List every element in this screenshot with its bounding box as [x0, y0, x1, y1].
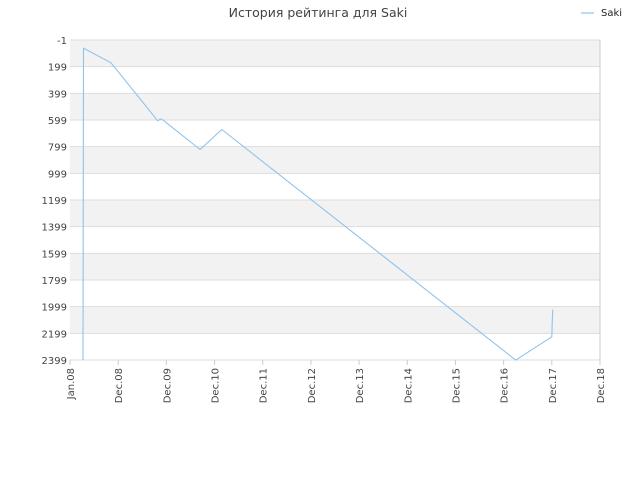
grid-band [70, 306, 600, 334]
x-tick-label: Dec.15 [451, 368, 462, 403]
y-tick-label: 2399 [42, 356, 67, 367]
y-tick-label: -1 [57, 36, 67, 47]
grid-bands [70, 40, 600, 334]
chart-title: История рейтинга для Saki [229, 5, 408, 20]
grid-lines [70, 39, 601, 361]
y-tick-label: 2199 [42, 329, 67, 340]
series-line-saki [82, 47, 554, 361]
grid-band [70, 200, 600, 227]
grid-band [70, 40, 600, 67]
x-tick-label: Dec.11 [259, 368, 270, 403]
grid-band [70, 93, 600, 120]
y-tick-label: 199 [48, 63, 67, 74]
legend: Saki [581, 8, 622, 19]
y-axis-ticks: -1 199 399 599 799 999 1199 1399 1599 1799 1999 219… [42, 36, 67, 367]
plot-area [82, 47, 554, 361]
x-tick-label: Dec.08 [114, 368, 125, 403]
grid-band [70, 146, 600, 174]
y-tick-label: 999 [48, 169, 67, 180]
grid-band [70, 253, 600, 280]
x-axis-ticks: Jan.08 Dec.08 Dec.09 Dec.10 Dec.11 Dec.12 Dec.… [66, 360, 607, 403]
y-tick-label: 599 [48, 116, 67, 127]
y-tick-label: 399 [48, 89, 67, 100]
legend-label: Saki [601, 8, 622, 19]
x-tick-label: Dec.18 [596, 368, 607, 403]
x-tick-label: Dec.16 [500, 368, 511, 403]
y-tick-label: 1799 [42, 276, 67, 287]
x-tick-label: Jan.08 [66, 368, 77, 400]
x-tick-label: Dec.14 [403, 368, 414, 403]
x-tick-label: Dec.13 [355, 368, 366, 403]
x-tick-label: Dec.10 [211, 368, 222, 403]
y-tick-label: 1599 [42, 249, 67, 260]
x-tick-label: Dec.09 [162, 368, 173, 403]
x-tick-label: Dec.17 [548, 368, 559, 403]
y-tick-label: 1399 [42, 223, 67, 234]
y-tick-label: 799 [48, 143, 67, 154]
x-tick-label: Dec.12 [307, 368, 318, 403]
y-tick-label: 1999 [42, 303, 67, 314]
y-tick-label: 1199 [42, 196, 67, 207]
